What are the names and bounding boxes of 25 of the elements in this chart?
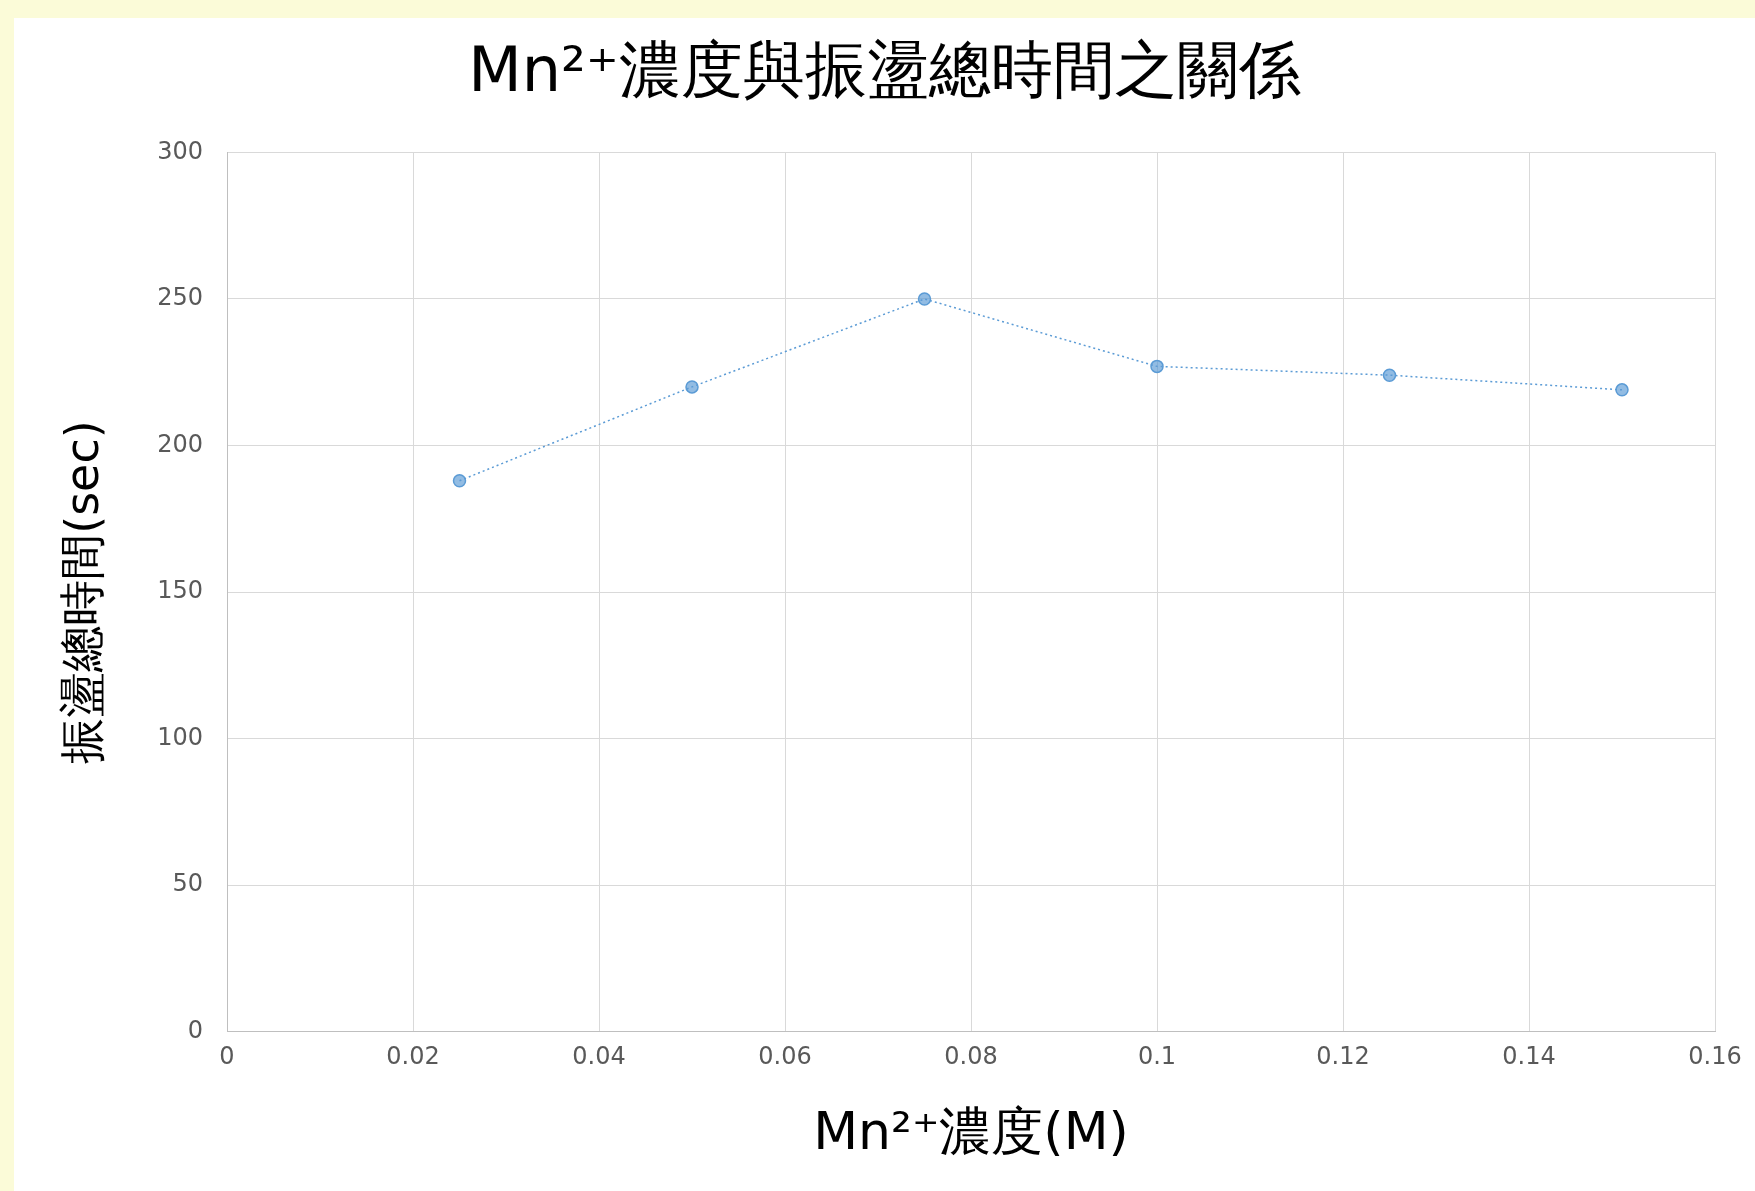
y-tick-label: 150 bbox=[157, 576, 204, 605]
x-tick-label: 0.04 bbox=[572, 1042, 626, 1071]
y-tick-label: 200 bbox=[157, 429, 204, 458]
y-tick-label: 50 bbox=[172, 869, 204, 898]
y-tick-label: 300 bbox=[157, 136, 204, 165]
x-tick-label: 0 bbox=[219, 1042, 235, 1071]
x-tick-label: 0.02 bbox=[386, 1042, 440, 1071]
y-tick-label: 100 bbox=[157, 722, 204, 751]
point bbox=[1382, 368, 1397, 382]
x-tick-label: 0.06 bbox=[758, 1042, 812, 1071]
point bbox=[452, 473, 467, 488]
point bbox=[1150, 359, 1164, 374]
y-axis-title: 振盪總時間(sec) bbox=[54, 420, 109, 764]
x-axis-title: Mn²⁺濃度(M) bbox=[813, 1101, 1129, 1162]
point bbox=[685, 380, 699, 394]
point bbox=[1615, 383, 1629, 397]
x-tick-label: 0.16 bbox=[1688, 1042, 1742, 1071]
x-tick-label: 0.12 bbox=[1316, 1042, 1370, 1071]
chart-title: Mn²⁺濃度與振盪總時間之關係 bbox=[468, 33, 1301, 107]
y-tick-label: 0 bbox=[187, 1016, 204, 1045]
x-tick-label: 0.08 bbox=[944, 1042, 998, 1071]
y-tick-label: 250 bbox=[157, 283, 204, 312]
x-tick-label: 0.14 bbox=[1502, 1042, 1556, 1071]
x-tick-label: 0.1 bbox=[1137, 1042, 1177, 1071]
point bbox=[917, 292, 932, 306]
